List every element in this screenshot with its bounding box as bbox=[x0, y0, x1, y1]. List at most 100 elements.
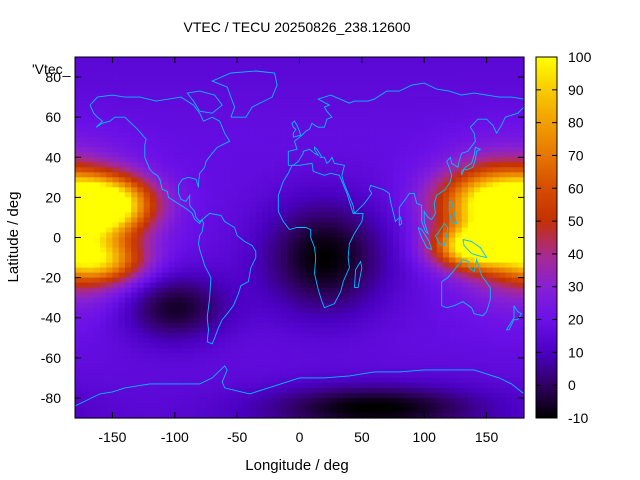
heatmap-cell bbox=[399, 172, 407, 178]
heatmap-cell bbox=[505, 62, 513, 68]
heatmap-cell bbox=[75, 112, 82, 118]
heatmap-cell bbox=[467, 312, 475, 319]
heatmap-cell bbox=[187, 372, 195, 379]
heatmap-cell bbox=[368, 362, 375, 369]
heatmap-cell bbox=[349, 222, 357, 229]
heatmap-cell bbox=[430, 292, 438, 299]
heatmap-cell bbox=[499, 337, 506, 344]
heatmap-cell bbox=[336, 152, 344, 158]
heatmap-cell bbox=[430, 287, 438, 294]
heatmap-cell bbox=[181, 162, 188, 168]
heatmap-cell bbox=[343, 167, 350, 173]
heatmap-cell bbox=[455, 282, 463, 289]
heatmap-cell bbox=[474, 302, 481, 309]
heatmap-cell bbox=[299, 167, 307, 173]
heatmap-cell bbox=[336, 137, 344, 143]
heatmap-cell bbox=[255, 312, 263, 319]
heatmap-cell bbox=[374, 192, 382, 198]
heatmap-cell bbox=[318, 347, 326, 354]
heatmap-cell bbox=[486, 357, 494, 364]
heatmap-cell bbox=[237, 177, 244, 183]
heatmap-cell bbox=[343, 127, 350, 133]
heatmap-cell bbox=[162, 342, 170, 349]
heatmap-cell bbox=[380, 342, 388, 349]
heatmap-cell bbox=[492, 217, 500, 224]
heatmap-cell bbox=[274, 72, 282, 78]
heatmap-cell bbox=[467, 367, 475, 374]
heatmap-cell bbox=[430, 177, 438, 183]
heatmap-cell bbox=[293, 87, 301, 93]
heatmap-cell bbox=[81, 102, 89, 108]
heatmap-cell bbox=[480, 102, 488, 108]
heatmap-cell bbox=[374, 162, 382, 168]
heatmap-cell bbox=[517, 377, 525, 384]
heatmap-cell bbox=[442, 122, 450, 128]
heatmap-cell bbox=[417, 82, 425, 88]
heatmap-cell bbox=[156, 62, 163, 68]
heatmap-cell bbox=[299, 327, 307, 334]
heatmap-cell bbox=[131, 292, 138, 299]
heatmap-cell bbox=[368, 337, 375, 344]
heatmap-cell bbox=[424, 342, 432, 349]
heatmap-cell bbox=[436, 382, 444, 389]
heatmap-cell bbox=[268, 302, 276, 309]
heatmap-cell bbox=[368, 392, 375, 399]
heatmap-cell bbox=[330, 372, 338, 379]
heatmap-cell bbox=[268, 87, 276, 93]
heatmap-cell bbox=[417, 342, 425, 349]
heatmap-cell bbox=[430, 67, 438, 73]
heatmap-cell bbox=[318, 307, 326, 314]
heatmap-cell bbox=[137, 317, 145, 324]
heatmap-cell bbox=[287, 112, 294, 118]
heatmap-cell bbox=[287, 397, 294, 404]
heatmap-cell bbox=[199, 252, 207, 259]
heatmap-cell bbox=[75, 287, 82, 294]
heatmap-cell bbox=[305, 382, 313, 389]
heatmap-cell bbox=[417, 102, 425, 108]
heatmap-cell bbox=[417, 172, 425, 178]
heatmap-cell bbox=[299, 157, 307, 163]
heatmap-cell bbox=[262, 257, 269, 264]
heatmap-cell bbox=[436, 297, 444, 304]
heatmap-cell bbox=[349, 122, 357, 128]
heatmap-cell bbox=[486, 157, 494, 163]
heatmap-cell bbox=[305, 87, 313, 93]
heatmap-cell bbox=[205, 157, 213, 163]
heatmap-cell bbox=[118, 67, 126, 73]
heatmap-cell bbox=[461, 352, 469, 359]
heatmap-cell bbox=[517, 117, 525, 123]
heatmap-cell bbox=[336, 297, 344, 304]
heatmap-cell bbox=[274, 177, 282, 183]
heatmap-cell bbox=[330, 72, 338, 78]
heatmap-cell bbox=[399, 162, 407, 168]
heatmap-cell bbox=[124, 237, 132, 244]
heatmap-cell bbox=[118, 202, 126, 209]
heatmap-cell bbox=[137, 207, 145, 214]
heatmap-cell bbox=[505, 222, 513, 229]
heatmap-cell bbox=[393, 177, 400, 183]
heatmap-cell bbox=[199, 132, 207, 138]
heatmap-cell bbox=[343, 162, 350, 168]
heatmap-cell bbox=[349, 97, 357, 103]
heatmap-cell bbox=[249, 367, 257, 374]
heatmap-cell bbox=[343, 312, 350, 319]
heatmap-cell bbox=[324, 297, 332, 304]
heatmap-cell bbox=[405, 377, 413, 384]
heatmap-cell bbox=[386, 392, 394, 399]
heatmap-cell bbox=[355, 312, 363, 319]
heatmap-cell bbox=[436, 207, 444, 214]
heatmap-cell bbox=[430, 267, 438, 274]
heatmap-cell bbox=[349, 317, 357, 324]
heatmap-cell bbox=[99, 137, 107, 143]
heatmap-cell bbox=[162, 392, 170, 399]
heatmap-cell bbox=[436, 167, 444, 173]
heatmap-cell bbox=[517, 357, 525, 364]
heatmap-cell bbox=[517, 122, 525, 128]
heatmap-cell bbox=[449, 317, 457, 324]
heatmap-cell bbox=[411, 347, 419, 354]
heatmap-cell bbox=[218, 332, 226, 339]
heatmap-cell bbox=[199, 232, 207, 239]
heatmap-cell bbox=[411, 397, 419, 404]
heatmap-cell bbox=[455, 162, 463, 168]
heatmap-cell bbox=[118, 107, 126, 113]
